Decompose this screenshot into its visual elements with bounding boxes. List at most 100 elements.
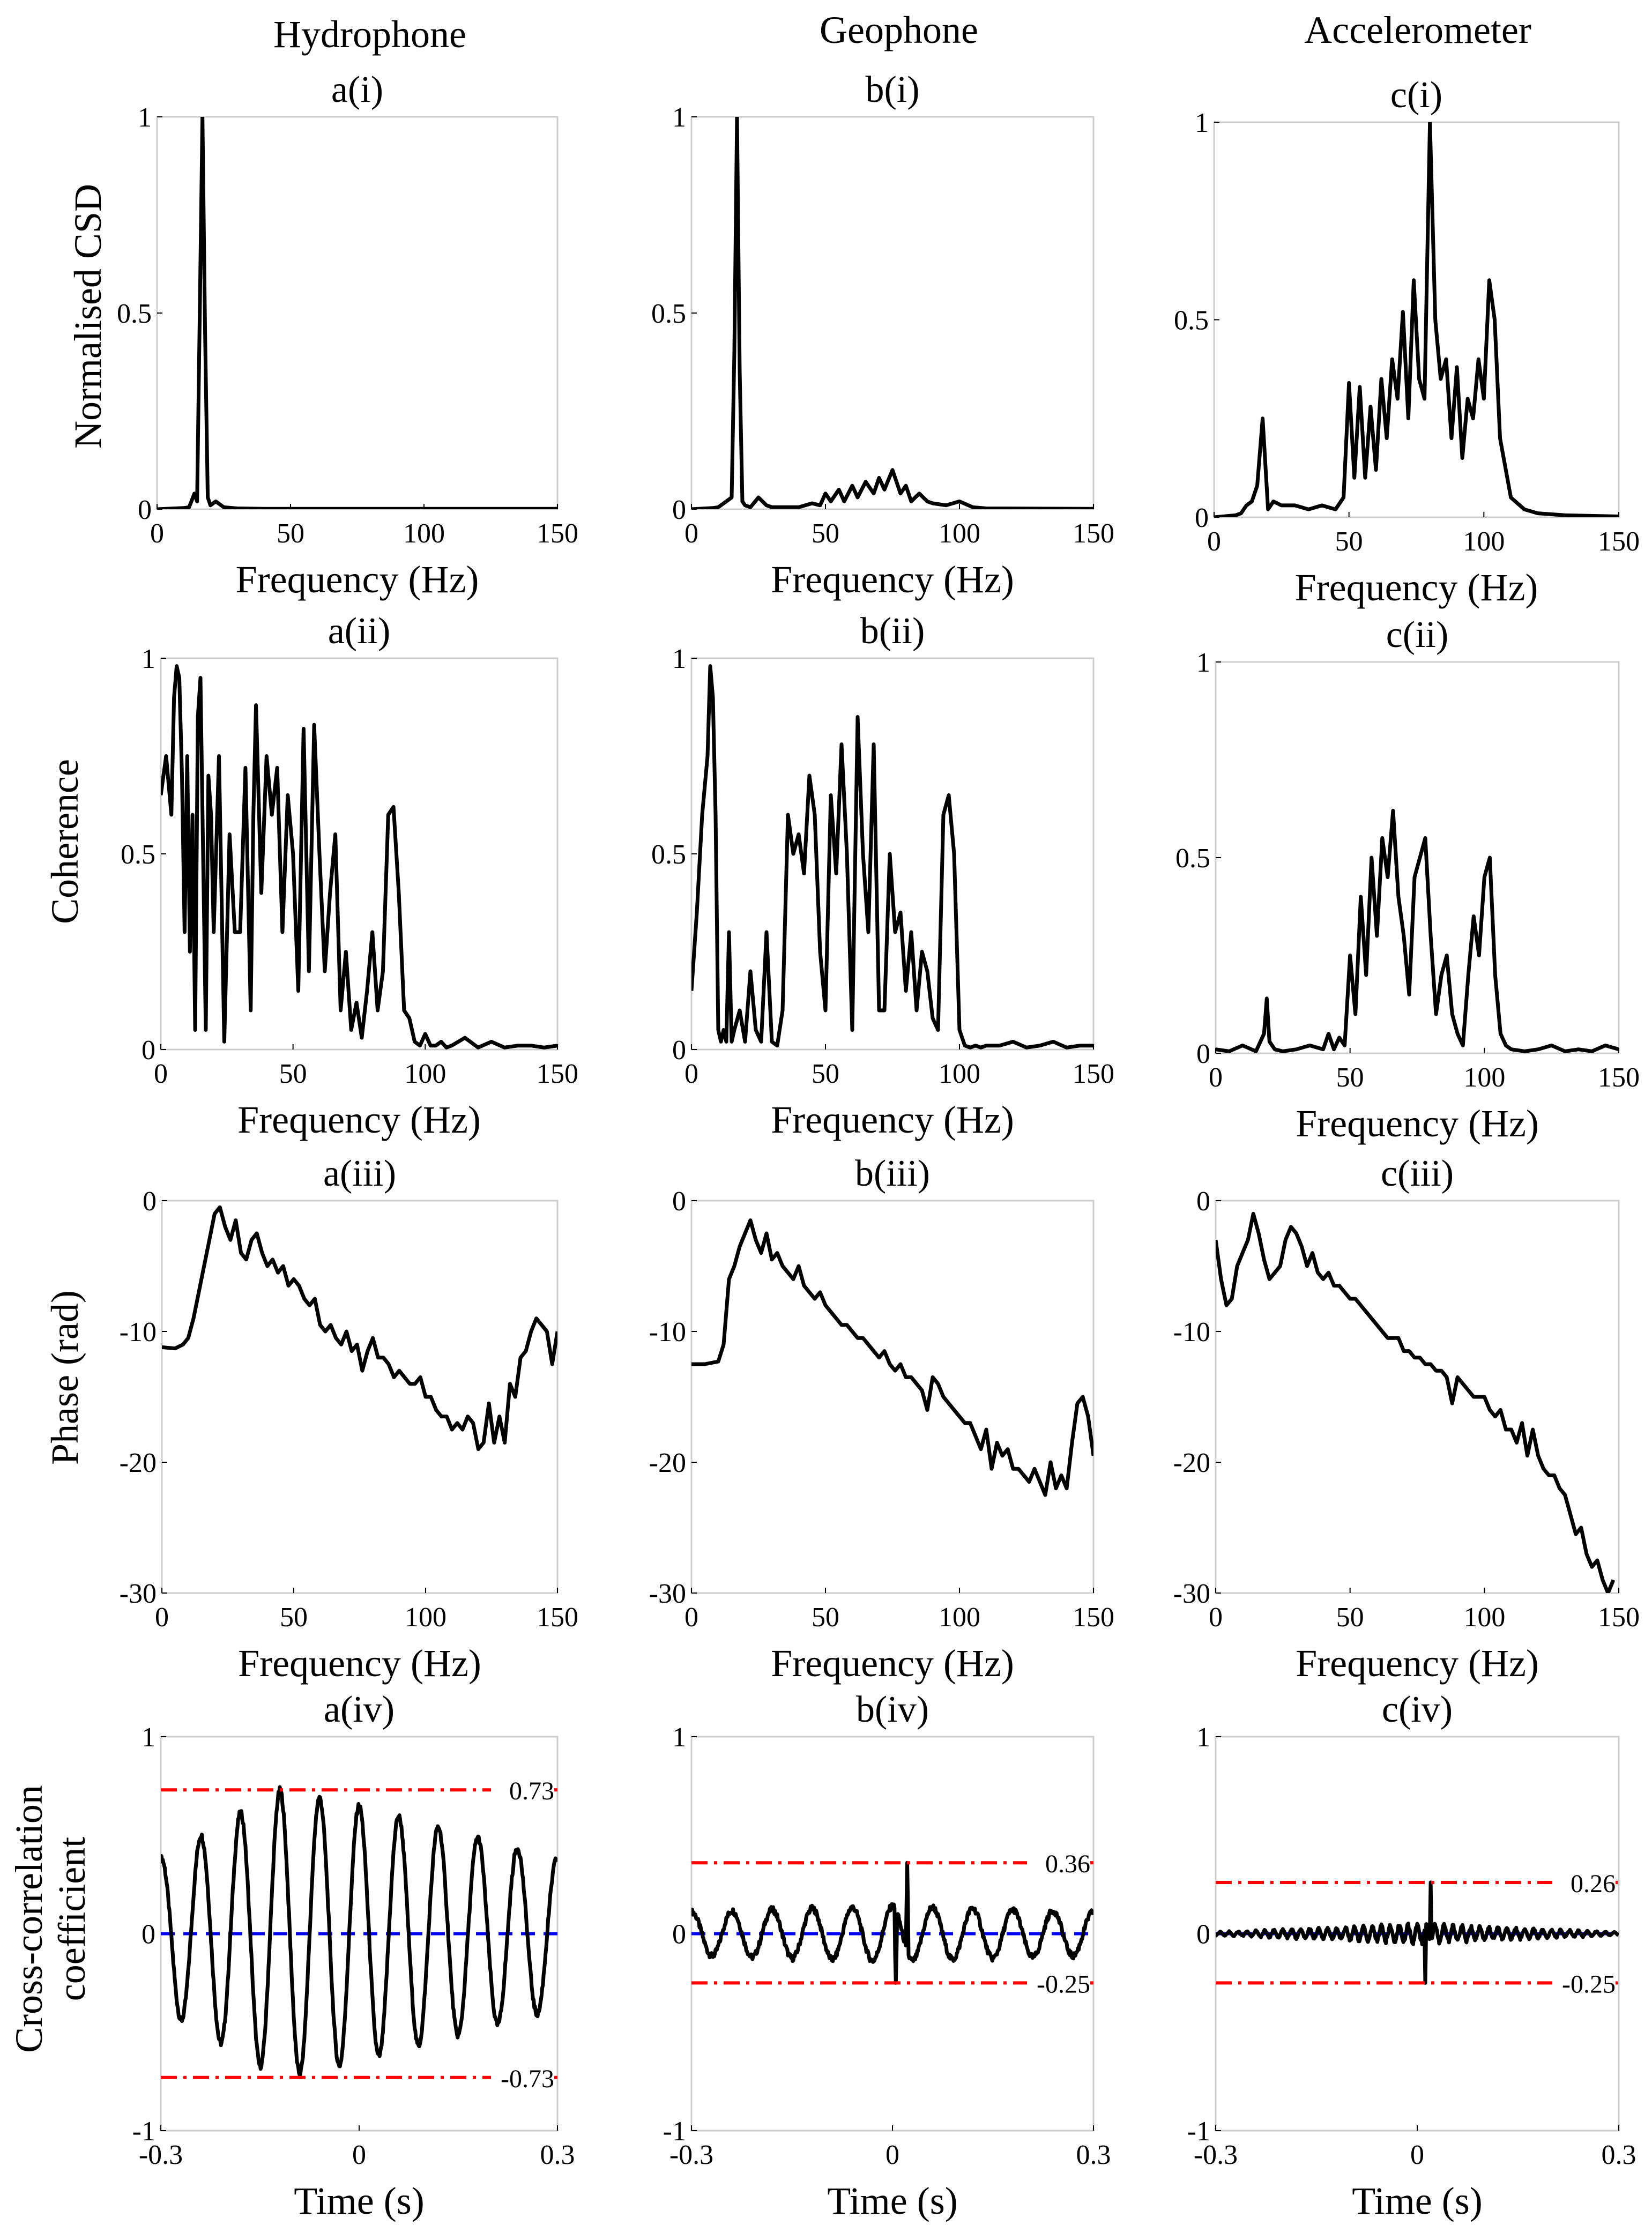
y-tick-label: -30: [1173, 1579, 1210, 1609]
y-tick-label: -10: [120, 1317, 157, 1348]
y-tick-label: 1: [142, 1722, 155, 1753]
column-headers: Hydrophone Geophone Accelerometer: [273, 9, 1531, 56]
panel-a-i: a(i) 0 50 100 150 0 0.5 1 Frequency (Hz): [117, 69, 578, 601]
x-tick-label: 50: [280, 1602, 308, 1633]
y-tick-label: 1: [138, 102, 152, 133]
x-axis-label: Frequency (Hz): [238, 1642, 481, 1685]
x-tick-label: 150: [537, 1602, 578, 1633]
x-tick-label: 0: [684, 1602, 698, 1633]
series-line: [691, 1861, 1093, 1985]
x-axis-label: Frequency (Hz): [237, 1098, 481, 1141]
x-tick-label: 0: [1410, 2140, 1424, 2170]
panel-title: c(iii): [1381, 1153, 1454, 1194]
x-tick-label: 0: [352, 2140, 366, 2170]
ylabel-coherence: Coherence: [43, 759, 86, 924]
ylabel-cross-correlation-line2: coefficient: [50, 1837, 93, 2001]
y-tick-label: 1: [672, 1722, 686, 1753]
y-tick-label: -30: [120, 1579, 157, 1609]
ylabel-cross-correlation-line1: Cross-correlation: [8, 1785, 50, 2053]
series-line: [161, 1785, 557, 2077]
bound-label-bg: [1552, 1969, 1616, 1998]
bound-label-bg: [491, 1776, 554, 1805]
y-tick-label: 1: [1195, 108, 1209, 138]
y-tick-label: 0.5: [121, 839, 155, 870]
column-header-hydrophone: Hydrophone: [273, 13, 466, 56]
y-tick-label: 0: [1196, 1186, 1210, 1217]
x-tick-label: 100: [404, 1059, 446, 1089]
plot-frame: [161, 1200, 559, 1594]
panel-title: c(ii): [1386, 614, 1449, 656]
series-line: [161, 664, 557, 1050]
x-tick-label: 0: [155, 1602, 169, 1633]
x-tick-label: 100: [403, 518, 445, 549]
panel-b-iii: b(iii) 0 50 100 150 -30 -20 -10 0 Frequency (Hz): [649, 1153, 1114, 1685]
x-axis-label: Time (s): [294, 2179, 424, 2222]
x-axis-label: Time (s): [827, 2179, 957, 2222]
bound-label-bg: [1552, 1868, 1616, 1897]
x-tick-label: 100: [1463, 1062, 1505, 1093]
y-tick-label: 0: [1196, 1919, 1210, 1950]
bound-label: 0.73: [509, 1777, 554, 1805]
x-tick-label: 150: [1073, 518, 1114, 549]
bound-label-bg: [491, 2063, 554, 2093]
x-tick-label: 100: [939, 1059, 980, 1089]
series-line: [1214, 122, 1619, 517]
panel-title: b(ii): [860, 611, 925, 652]
y-tick-label: 1: [672, 102, 686, 133]
x-tick-label: 50: [1336, 1602, 1364, 1633]
y-tick-label: 0.5: [117, 299, 152, 329]
panel-b-i: b(i) 0 50 100 150 0 0.5 1 Frequency (Hz): [651, 69, 1114, 601]
panel-title: a(iii): [323, 1153, 396, 1194]
y-tick-label: 0: [1196, 1039, 1210, 1069]
y-tick-label: -1: [1187, 2116, 1210, 2147]
plot-frame: [1215, 661, 1620, 1054]
plot-frame: [690, 1200, 1095, 1594]
panel-title: b(iii): [855, 1153, 930, 1194]
y-tick-label: 1: [142, 644, 155, 674]
plot-frame: [156, 116, 559, 510]
panel-c-ii: c(ii) 0 50 100 150 0 0.5 1 Frequency (Hz): [1175, 614, 1640, 1145]
panel-c-i: c(i) 0 50 100 150 0 0.5 1 Frequency (Hz): [1174, 75, 1640, 609]
panel-c-iv: c(iv) -0.3 0 0.3 -1 0 1 Time (s) 0.26 -0.25: [1187, 1689, 1636, 2222]
y-tick-label: 0: [672, 495, 686, 525]
x-axis-label: Frequency (Hz): [1295, 566, 1538, 609]
x-tick-label: -0.3: [669, 2140, 713, 2170]
x-tick-label: 100: [939, 1602, 980, 1633]
bound-label-bg: [1027, 1969, 1090, 1998]
y-tick-label: 0: [142, 1035, 155, 1066]
x-tick-label: 50: [1335, 526, 1363, 557]
x-tick-label: 50: [279, 1059, 307, 1089]
y-tick-label: -1: [663, 2116, 686, 2147]
x-axis-label: Frequency (Hz): [771, 558, 1014, 601]
y-tick-label: 0: [1195, 503, 1209, 533]
y-tick-label: 0.5: [651, 299, 686, 329]
y-tick-label: 1: [672, 644, 686, 674]
panel-title: a(i): [331, 69, 383, 110]
panel-title: c(iv): [1382, 1689, 1453, 1730]
y-tick-label: 0: [143, 1186, 157, 1217]
ylabel-phase: Phase (rad): [43, 1290, 86, 1465]
x-axis-label: Frequency (Hz): [1296, 1102, 1539, 1145]
panel-a-iv: a(iv) -0.3 0 0.3 -1 0 1 Time (s) 0.73 -0.73: [132, 1689, 575, 2222]
row-labels: Normalised CSD Coherence Phase (rad) Cro…: [8, 184, 109, 2053]
y-tick-label: -20: [120, 1448, 157, 1478]
x-axis-label: Frequency (Hz): [1296, 1642, 1539, 1685]
series-line: [157, 117, 557, 509]
x-tick-label: 150: [1598, 1062, 1640, 1093]
x-tick-label: 150: [1073, 1602, 1114, 1633]
y-tick-label: 0: [672, 1035, 686, 1066]
x-tick-label: 150: [1073, 1059, 1114, 1089]
series-line: [1216, 808, 1619, 1053]
panel-b-ii: b(ii) 0 50 100 150 0 0.5 1 Frequency (Hz): [651, 611, 1114, 1141]
y-tick-label: 0.5: [651, 839, 686, 870]
x-tick-label: 100: [1463, 526, 1505, 557]
panel-title: b(i): [865, 69, 919, 110]
x-tick-label: 0: [1207, 526, 1221, 557]
x-tick-label: 50: [277, 518, 304, 549]
x-tick-label: 150: [537, 518, 578, 549]
x-tick-label: 0.3: [540, 2140, 575, 2170]
x-axis-label: Time (s): [1352, 2179, 1482, 2222]
bound-label: -0.25: [1037, 1970, 1090, 1998]
x-axis-label: Frequency (Hz): [236, 558, 479, 601]
